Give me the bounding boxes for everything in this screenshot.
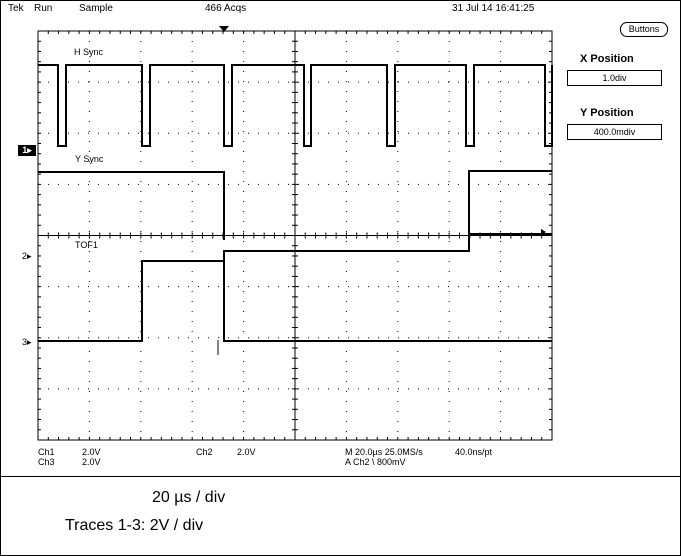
ch3-name: Ch3: [38, 457, 55, 467]
acquisition-mode: Sample: [79, 3, 113, 14]
x-position-label: X Position: [580, 53, 634, 65]
waveform-traces: [38, 64, 553, 355]
graticule: [37, 30, 553, 441]
trace-1-label: H Sync: [74, 47, 104, 57]
ch1-scale: 2.0V: [82, 447, 101, 457]
ch2-scale: 2.0V: [237, 447, 256, 457]
brand-label: Tek: [8, 3, 24, 14]
run-state: Run: [34, 3, 53, 14]
scale-caption: Traces 1-3: 2V / div: [65, 517, 204, 534]
channel-3-ground-marker: 3▸: [22, 337, 32, 347]
waveform-trace-1: [38, 64, 553, 147]
date-time: 31 Jul 14 16:41:25: [452, 3, 535, 14]
waveform-trace-2: [38, 170, 552, 240]
trigger-readout: A Ch2 \ 800mV: [345, 457, 406, 467]
resolution-readout: 40.0ns/pt: [455, 447, 493, 457]
caption-divider: [0, 476, 681, 477]
ch2-name: Ch2: [196, 447, 213, 457]
buttons-menu-button[interactable]: Buttons: [620, 22, 668, 37]
trigger-position-icon: [219, 26, 229, 32]
timebase-caption: 20 µs / div: [152, 489, 226, 506]
ch3-scale: 2.0V: [82, 457, 101, 467]
y-position-value[interactable]: 400.0mdiv: [567, 124, 662, 140]
y-position-label: Y Position: [580, 107, 634, 119]
ch1-name: Ch1: [38, 447, 55, 457]
trace-2-label: Y Sync: [75, 154, 104, 164]
trigger-level-icon: [541, 229, 546, 235]
x-position-value[interactable]: 1.0div: [567, 70, 662, 86]
channel-2-ground-marker: 2▸: [22, 251, 32, 261]
channel-1-ground-marker: 1▸: [18, 145, 36, 156]
timebase-readout: M 20.0µs 25.0MS/s: [345, 447, 423, 457]
waveform-trace-3-lower: [223, 251, 552, 342]
acquisition-count: 466 Acqs: [205, 3, 247, 14]
trace-3-label: TOF1: [75, 240, 98, 250]
